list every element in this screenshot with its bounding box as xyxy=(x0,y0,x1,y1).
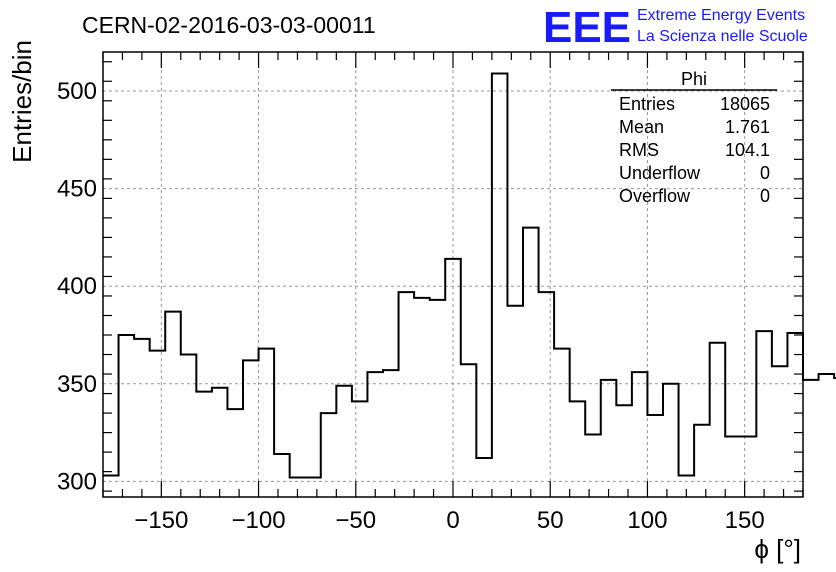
stats-row-value: 1.761 xyxy=(725,117,770,137)
x-tick-label: 50 xyxy=(537,507,564,534)
stats-row-label: Entries xyxy=(619,94,675,114)
stats-box: Phi Entries 18065 Mean 1.761 RMS 104.1 Underfl… xyxy=(611,69,777,206)
stats-row-value: 18065 xyxy=(720,94,770,114)
logo-line-2: La Scienza nelle Scuole xyxy=(637,28,808,45)
x-tick-label: −100 xyxy=(232,507,286,534)
stats-row-value: 104.1 xyxy=(725,140,770,160)
x-tick-label: −50 xyxy=(335,507,376,534)
axis-ticks xyxy=(102,52,804,497)
x-tick-label: 0 xyxy=(446,507,459,534)
stats-box-title: Phi xyxy=(681,69,707,89)
stats-row-label: RMS xyxy=(619,140,659,160)
stats-row-label: Overflow xyxy=(619,186,691,206)
x-tick-label: 100 xyxy=(627,507,667,534)
histogram-step-line xyxy=(103,72,836,479)
logo-line-1: Extreme Energy Events xyxy=(637,7,805,24)
y-tick-label: 450 xyxy=(57,176,97,203)
y-tick-label: 300 xyxy=(57,468,97,495)
y-tick-label: 500 xyxy=(57,78,97,105)
y-tick-label: 350 xyxy=(57,371,97,398)
stats-row-label: Underflow xyxy=(619,163,701,183)
x-tick-label: 150 xyxy=(725,507,765,534)
eee-logo: EEE xyxy=(543,3,631,52)
y-tick-label: 400 xyxy=(57,273,97,300)
run-title: CERN-02-2016-03-03-00011 xyxy=(82,12,376,38)
y-axis-label: Entries/bin xyxy=(7,40,37,163)
grid-lines xyxy=(103,52,803,497)
stats-row-value: 0 xyxy=(760,163,770,183)
stats-row-label: Mean xyxy=(619,117,664,137)
stats-row-value: 0 xyxy=(760,186,770,206)
x-axis-label: ϕ [°] xyxy=(754,534,801,564)
axis-tick-labels: −150 −100 −50 0 50 100 150 300 350 400 450 500 xyxy=(57,78,765,534)
x-tick-label: −150 xyxy=(134,507,188,534)
